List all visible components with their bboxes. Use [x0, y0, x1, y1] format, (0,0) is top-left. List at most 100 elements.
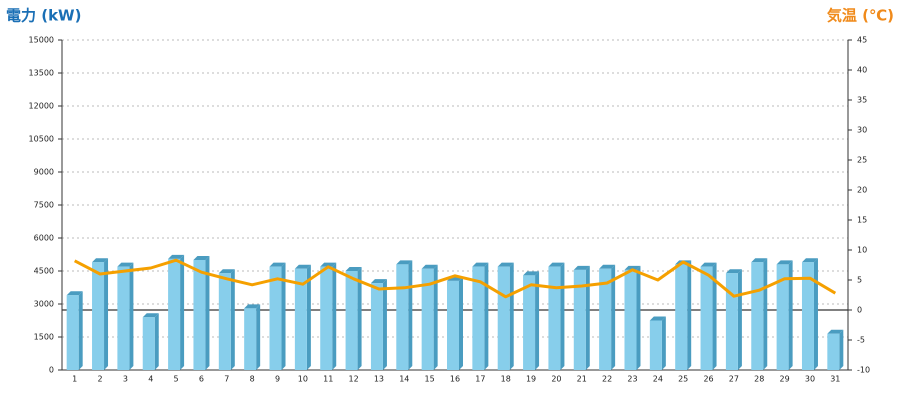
- bar-top: [193, 256, 210, 260]
- bar-top: [269, 262, 286, 267]
- bar-top: [523, 271, 540, 276]
- bar: [269, 266, 282, 370]
- bar: [573, 269, 586, 370]
- x-tick-label: 21: [577, 375, 587, 384]
- bar-side: [306, 264, 311, 370]
- x-tick-label: 27: [729, 375, 739, 384]
- y-tick-label: 13500: [29, 69, 54, 78]
- bar-side: [154, 313, 159, 370]
- bar-side: [332, 262, 337, 370]
- bar-side: [104, 258, 109, 370]
- y-tick-label: 12000: [29, 102, 54, 111]
- bar-side: [484, 262, 489, 370]
- x-tick-label: 19: [526, 375, 536, 384]
- y2-tick-label: 35: [857, 96, 867, 105]
- y2-tick-label: 45: [857, 36, 867, 45]
- x-tick-label: 8: [250, 375, 255, 384]
- x-tick-label: 30: [805, 375, 815, 384]
- bar: [345, 271, 358, 370]
- x-tick-label: 28: [754, 375, 764, 384]
- x-tick-label: 18: [501, 375, 511, 384]
- bar-side: [433, 264, 438, 370]
- bar: [421, 268, 434, 370]
- x-tick-label: 13: [374, 375, 384, 384]
- y-axis-title: 電力 (kW): [6, 7, 81, 25]
- bar: [117, 266, 130, 370]
- bar-top: [573, 265, 590, 270]
- bar-side: [839, 329, 844, 370]
- temperature-line: [73, 258, 837, 299]
- bar-top: [244, 304, 261, 309]
- bar-side: [357, 267, 362, 370]
- bar: [776, 264, 789, 370]
- bar: [218, 273, 231, 370]
- bar-side: [78, 291, 83, 370]
- bar-top: [142, 313, 159, 318]
- x-tick-label: 20: [551, 375, 561, 384]
- bar: [624, 269, 637, 370]
- x-tick-label: 11: [323, 375, 333, 384]
- bar: [675, 264, 688, 370]
- x-tick-label: 3: [123, 375, 128, 384]
- bar: [66, 295, 79, 370]
- x-tick-label: 2: [97, 375, 102, 384]
- y2-tick-label: 0: [857, 306, 862, 315]
- bar-side: [281, 262, 286, 370]
- x-tick-label: 22: [602, 375, 612, 384]
- bar: [725, 273, 738, 370]
- bar-side: [661, 316, 666, 370]
- bar-side: [230, 269, 235, 370]
- x-tick-label: 25: [678, 375, 688, 384]
- x-tick-label: 6: [199, 375, 204, 384]
- x-tick-label: 31: [830, 375, 840, 384]
- y2-tick-label: -5: [857, 336, 865, 345]
- x-tick-label: 9: [275, 375, 280, 384]
- bar-top: [599, 264, 616, 269]
- bar: [497, 266, 510, 370]
- bar-top: [370, 279, 387, 284]
- bar: [320, 266, 333, 370]
- y-tick-label: 1500: [34, 333, 54, 342]
- y-tick-label: 0: [49, 366, 54, 375]
- bar-top: [66, 291, 83, 296]
- bar: [447, 280, 459, 370]
- x-tick-label: 15: [425, 375, 435, 384]
- bar-side: [509, 262, 514, 370]
- bar: [294, 268, 307, 370]
- bar-top: [472, 262, 489, 267]
- y-tick-label: 7500: [34, 201, 54, 210]
- bar-top: [92, 258, 109, 263]
- x-tick-label: 24: [653, 375, 663, 384]
- y-tick-label: 6000: [34, 234, 54, 243]
- y2-axis-title: 気温 (℃): [827, 7, 894, 25]
- x-tick-label: 7: [224, 375, 229, 384]
- x-tick-label: 14: [399, 375, 409, 384]
- bar-side: [737, 269, 742, 370]
- x-tick-label: 26: [703, 375, 713, 384]
- bar-side: [788, 260, 793, 370]
- bar-side: [763, 258, 768, 370]
- bar-top: [294, 264, 311, 269]
- bar: [142, 317, 155, 370]
- y2-tick-label: 25: [857, 156, 867, 165]
- x-tick-label: 4: [148, 375, 153, 384]
- bar-top: [776, 260, 793, 265]
- x-tick-label: 12: [348, 375, 358, 384]
- bar: [827, 333, 840, 370]
- bar-top: [345, 267, 362, 271]
- bar-side: [408, 260, 413, 370]
- y2-tick-label: 20: [857, 186, 867, 195]
- bar-top: [827, 329, 844, 334]
- y2-tick-label: 15: [857, 216, 867, 225]
- bar-top: [548, 262, 565, 267]
- y2-tick-label: 30: [857, 126, 867, 135]
- y2-tick-label: 40: [857, 66, 867, 75]
- bar: [396, 264, 409, 370]
- bar-top: [497, 262, 514, 267]
- bar-side: [180, 254, 185, 370]
- bar-side: [560, 262, 565, 370]
- bar: [700, 266, 713, 370]
- y-tick-label: 10500: [29, 135, 54, 144]
